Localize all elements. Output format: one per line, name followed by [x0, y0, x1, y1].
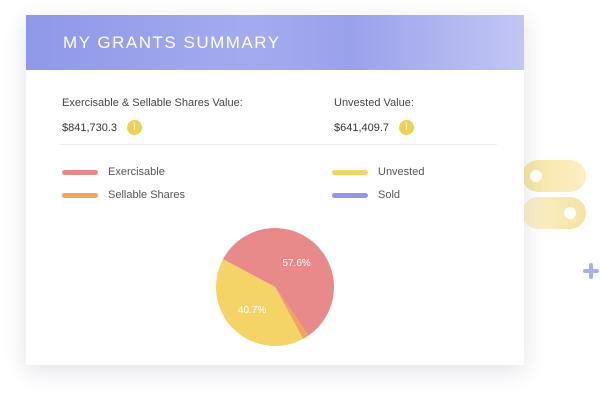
legend-label: Sellable Shares: [108, 189, 186, 201]
pie-slice-label: 57.6%: [282, 258, 310, 269]
legend-swatch: [62, 169, 98, 175]
toggle-knob: [530, 170, 542, 182]
exercisable-value-label: Exercisable & Sellable Shares Value:: [62, 97, 243, 109]
exercisable-value-amount: $841,730.3: [62, 121, 118, 134]
divider: [59, 144, 497, 145]
unvested-value-label: Unvested Value:: [334, 97, 414, 109]
pie-slice-exercisable: [222, 228, 334, 336]
legend-item-unvested: Unvested: [332, 166, 424, 178]
card-header: MY GRANTS SUMMARY: [26, 15, 524, 70]
legend-label: Exercisable: [108, 166, 165, 178]
toggle-decoration-left: [522, 160, 586, 192]
grants-pie-chart: 57.6% 40.7%: [216, 228, 334, 346]
grants-summary-card: MY GRANTS SUMMARY Exercisable & Sellable…: [26, 15, 524, 365]
toggle-decoration-right: [522, 197, 586, 229]
legend-label: Unvested: [378, 166, 425, 178]
plus-icon: [582, 262, 600, 280]
legend-item-sellable-shares: Sellable Shares: [62, 189, 185, 201]
info-icon[interactable]: i: [127, 120, 143, 135]
pie-slice-label: 40.7%: [238, 305, 266, 316]
info-icon[interactable]: i: [399, 120, 415, 135]
pie-slice-unvested: [216, 259, 304, 346]
toggle-knob: [564, 207, 576, 219]
exercisable-value-block: Exercisable & Sellable Shares Value: $84…: [62, 97, 243, 135]
legend-swatch: [332, 192, 368, 198]
values-section: Exercisable & Sellable Shares Value: $84…: [62, 97, 500, 143]
legend-swatch: [332, 169, 368, 175]
pie-slice-sellable-shares: [275, 287, 309, 339]
legend-label: Sold: [378, 189, 401, 201]
unvested-value-amount: $641,409.7: [334, 121, 390, 134]
legend-item-sold: Sold: [332, 189, 400, 201]
card-title: MY GRANTS SUMMARY: [63, 32, 281, 52]
legend-item-exercisable: Exercisable: [62, 166, 165, 178]
legend-swatch: [62, 192, 98, 198]
unvested-value-block: Unvested Value: $641,409.7 i: [334, 97, 415, 135]
